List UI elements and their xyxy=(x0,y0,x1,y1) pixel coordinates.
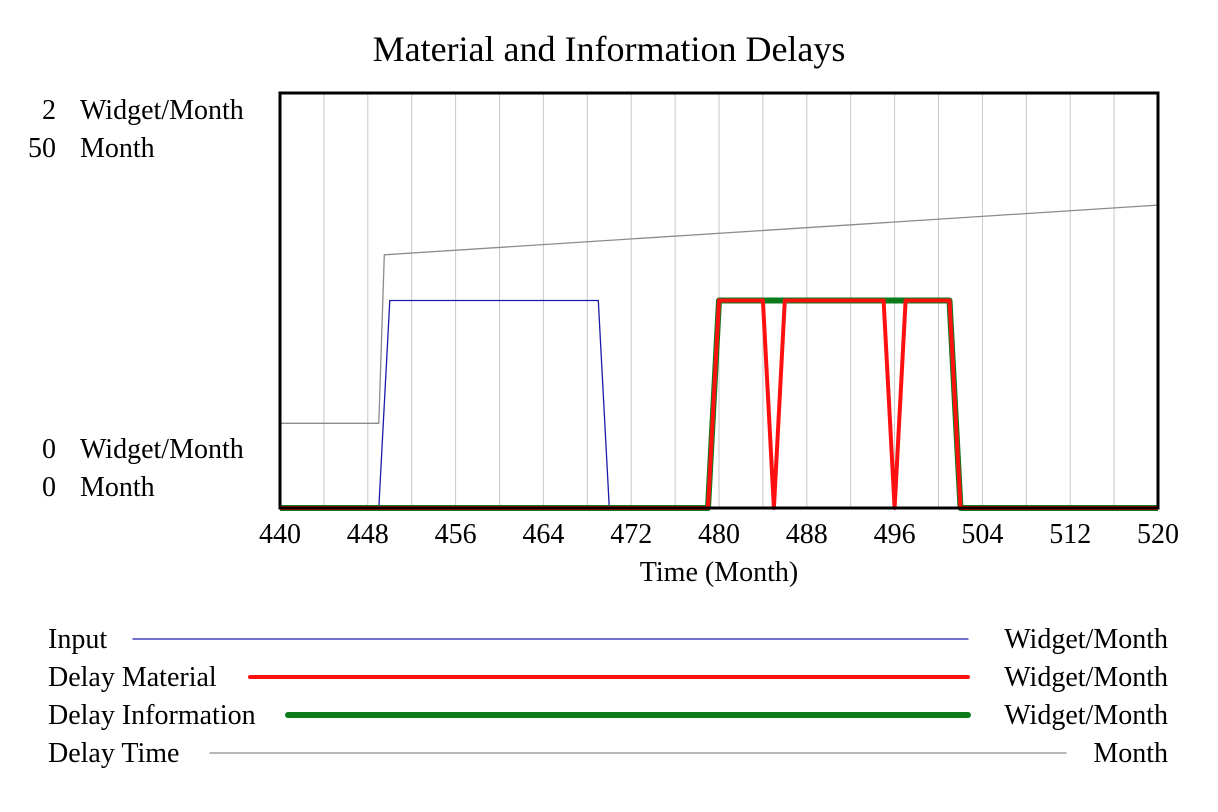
legend-item-delay-information: Delay Information Widget/Month xyxy=(48,700,1168,731)
x-tick-label: 456 xyxy=(435,519,477,550)
x-tick-labels: 440 448 456 464 472 480 488 496 504 512 520 xyxy=(259,519,1179,550)
x-tick-label: 440 xyxy=(259,519,301,550)
x-tick-label: 512 xyxy=(1049,519,1091,550)
legend-unit-delay-information: Widget/Month xyxy=(1004,700,1168,731)
y-axis-labels: 2 Widget/Month 50 Month 0 Widget/Month 0… xyxy=(28,95,244,503)
plot-frame xyxy=(278,91,1160,510)
legend: Input Widget/Month Delay Material Widget… xyxy=(48,624,1168,769)
legend-unit-delay-material: Widget/Month xyxy=(1004,662,1168,693)
legend-label-delay-information: Delay Information xyxy=(48,700,256,731)
y-axis-1-top-unit: Widget/Month xyxy=(80,95,244,126)
series-line-delay-time xyxy=(280,204,1159,424)
legend-item-input: Input Widget/Month xyxy=(48,624,1168,655)
y-axis-1-bottom-value: 0 xyxy=(42,434,56,465)
legend-unit-input: Widget/Month xyxy=(1004,624,1168,655)
y-axis-2-top-value: 50 xyxy=(28,133,56,164)
y-axis-2-bottom-value: 0 xyxy=(42,472,56,503)
x-axis-label: Time (Month) xyxy=(640,557,798,588)
x-tick-label: 504 xyxy=(961,519,1003,550)
x-tick-label: 496 xyxy=(874,519,916,550)
legend-label-delay-time: Delay Time xyxy=(48,738,179,769)
y-axis-1-bottom-unit: Widget/Month xyxy=(80,434,244,465)
legend-unit-delay-time: Month xyxy=(1093,738,1168,769)
series-line-delay-material xyxy=(280,298,1158,510)
legend-label-input: Input xyxy=(48,624,107,655)
chart-title: Material and Information Delays xyxy=(373,29,846,69)
x-tick-label: 464 xyxy=(522,519,564,550)
y-axis-2-bottom-unit: Month xyxy=(80,472,155,503)
y-axis-2-top-unit: Month xyxy=(80,133,155,164)
legend-item-delay-material: Delay Material Widget/Month xyxy=(48,662,1168,693)
x-tick-label: 488 xyxy=(786,519,828,550)
legend-label-delay-material: Delay Material xyxy=(48,662,217,693)
y-axis-1-top-value: 2 xyxy=(42,95,56,126)
x-tick-label: 520 xyxy=(1137,519,1179,550)
x-tick-label: 480 xyxy=(698,519,740,550)
x-tick-label: 448 xyxy=(347,519,389,550)
legend-item-delay-time: Delay Time Month xyxy=(48,738,1168,769)
x-tick-label: 472 xyxy=(610,519,652,550)
